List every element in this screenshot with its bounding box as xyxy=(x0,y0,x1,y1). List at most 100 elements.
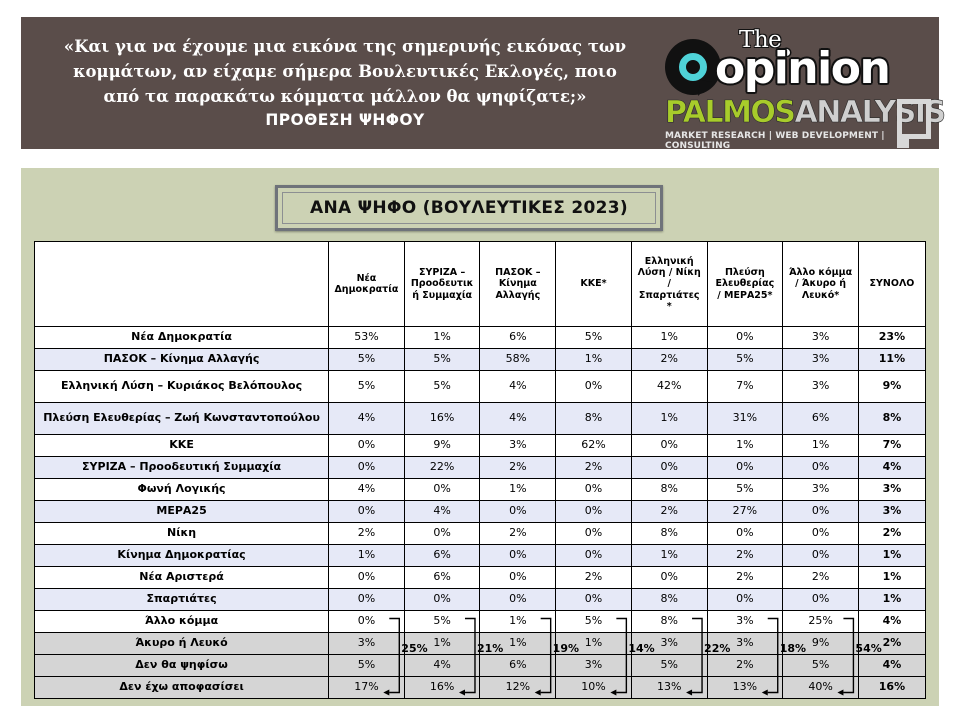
data-cell: 2% xyxy=(479,522,557,545)
data-cell: 27% xyxy=(706,500,784,523)
data-cell: 13% xyxy=(706,676,784,699)
data-cell: 2% xyxy=(782,566,859,589)
data-cell: 1% xyxy=(782,434,859,457)
data-cell: 8% xyxy=(630,610,708,633)
data-cell: 1% xyxy=(630,402,708,435)
data-cell: 8% xyxy=(630,588,708,611)
column-header-2: ΠΑΣΟΚ – Κίνημα Αλλαγής xyxy=(479,241,557,327)
table-head: Νέα Δημοκρατία ΣΥΡΙΖΑ – Προοδευτικ ή Συμμαχί… xyxy=(33,241,927,327)
question-line-2: κομμάτων, αν είχαμε σήμερα Βουλευτικές Ε… xyxy=(73,61,617,81)
data-cell: 1% xyxy=(403,632,481,655)
data-cell: 2% xyxy=(328,522,405,545)
data-cell: 5% xyxy=(555,610,632,633)
data-cell: 3% xyxy=(706,610,784,633)
data-cell: 0% xyxy=(328,610,405,633)
data-cell: 2% xyxy=(706,544,784,567)
data-cell: 0% xyxy=(630,566,708,589)
data-cell: 2% xyxy=(706,654,784,677)
table-row: Νέα Αριστερά 0% 6% 0% 2% 0% 2% 2% 1% xyxy=(33,566,927,589)
opinion-circle-icon xyxy=(665,39,721,95)
data-cell: 5% xyxy=(706,348,784,371)
column-header-line: ή Συμμαχία xyxy=(412,289,473,301)
column-header-line: / ΜΕΡΑ25* xyxy=(717,289,773,301)
column-header-7: ΣΥΝΟΛΟ xyxy=(857,241,927,327)
table-row: Άλλο κόμμα 0% 5% 1% 5% 8% 3% 25% 4% xyxy=(33,610,927,633)
data-cell: 0% xyxy=(555,478,632,501)
data-cell: 3% xyxy=(782,348,859,371)
question-line-1: «Και για να έχουμε μια εικόνα της σημερι… xyxy=(63,36,627,56)
data-cell: 0% xyxy=(328,456,405,479)
data-cell: 0% xyxy=(403,478,481,501)
row-label: Πλεύση Ελευθερίας – Ζωή Κωνσταντοπούλου xyxy=(33,402,330,435)
data-cell: 0% xyxy=(479,500,557,523)
data-cell: 6% xyxy=(782,402,859,435)
total-cell: 4% xyxy=(857,456,927,479)
column-header-line: ΣΥΡΙΖΑ – xyxy=(419,267,466,279)
palmos-text: PALMOS xyxy=(665,95,797,131)
column-header-line: Σπαρτιάτες xyxy=(638,289,700,301)
data-cell: 58% xyxy=(479,348,557,371)
data-cell: 62% xyxy=(555,434,632,457)
column-header-line: / Άκυρο ή xyxy=(795,278,847,290)
total-cell: 9% xyxy=(857,370,927,403)
data-cell: 5% xyxy=(630,654,708,677)
data-cell: 4% xyxy=(403,654,481,677)
row-label: Ελληνική Λύση – Κυριάκος Βελόπουλος xyxy=(33,370,330,403)
data-cell: 0% xyxy=(630,456,708,479)
the-opinion-logo: The opinion xyxy=(665,27,923,98)
data-cell: 4% xyxy=(479,402,557,435)
data-cell: 17% xyxy=(328,676,405,699)
total-cell: 3% xyxy=(857,500,927,523)
data-cell: 1% xyxy=(479,632,557,655)
table-row: Πλεύση Ελευθερίας – Ζωή Κωνσταντοπούλου 4… xyxy=(33,402,927,435)
table-row: ΣΥΡΙΖΑ – Προοδευτική Συμμαχία 0% 22% 2% 2% 0%… xyxy=(33,456,927,479)
row-label: Νέα Δημοκρατία xyxy=(33,326,330,349)
row-label: Άκυρο ή Λευκό xyxy=(33,632,330,655)
data-cell: 7% xyxy=(706,370,784,403)
data-cell: 0% xyxy=(328,566,405,589)
total-cell: 16% xyxy=(857,676,927,699)
total-cell: 2% xyxy=(857,522,927,545)
total-cell: 11% xyxy=(857,348,927,371)
data-cell: 6% xyxy=(403,566,481,589)
data-cell: 4% xyxy=(328,402,405,435)
row-label: ΜΕΡΑ25 xyxy=(33,500,330,523)
column-header-line: Νέα xyxy=(356,272,377,284)
survey-question: «Και για να έχουμε μια εικόνα της σημερι… xyxy=(21,34,655,133)
data-cell: 1% xyxy=(630,544,708,567)
palmos-wordmark: PALMOS ANALYSIS xyxy=(665,95,947,131)
table-row: Άκυρο ή Λευκό 3% 1% 1% 1% 3% 3% 9% 2% xyxy=(33,632,927,655)
data-cell: 3% xyxy=(782,478,859,501)
palmos-square-icon xyxy=(897,99,931,148)
question-subtitle: ΠΡΟΘΕΣΗ ΨΗΦΟΥ xyxy=(265,110,425,129)
data-cell: 13% xyxy=(630,676,708,699)
data-cell: 8% xyxy=(630,522,708,545)
crosstab-table: Νέα Δημοκρατία ΣΥΡΙΖΑ – Προοδευτικ ή Συμμαχί… xyxy=(33,241,927,699)
table-row: Νέα Δημοκρατία 53% 1% 6% 5% 1% 0% 3% 23% xyxy=(33,326,927,349)
opinion-dot-icon xyxy=(783,49,790,56)
column-header-line: ΣΥΝΟΛΟ xyxy=(869,278,915,290)
data-cell: 0% xyxy=(782,588,859,611)
data-cell: 0% xyxy=(555,370,632,403)
data-cell: 0% xyxy=(782,522,859,545)
total-cell: 1% xyxy=(857,566,927,589)
table-row: Νίκη 2% 0% 2% 0% 8% 0% 0% 2% xyxy=(33,522,927,545)
data-cell: 40% xyxy=(782,676,859,699)
total-cell: 1% xyxy=(857,588,927,611)
data-cell: 31% xyxy=(706,402,784,435)
data-cell: 3% xyxy=(782,370,859,403)
column-header-line: Πλεύση xyxy=(724,267,765,279)
data-cell: 3% xyxy=(630,632,708,655)
table-header-row: Νέα Δημοκρατία ΣΥΡΙΖΑ – Προοδευτικ ή Συμμαχί… xyxy=(33,241,927,327)
table-row: ΚΚΕ 0% 9% 3% 62% 0% 1% 1% 7% xyxy=(33,434,927,457)
data-cell: 0% xyxy=(706,456,784,479)
row-label: Δεν θα ψηφίσω xyxy=(33,654,330,677)
data-cell: 0% xyxy=(328,434,405,457)
row-label: Φωνή Λογικής xyxy=(33,478,330,501)
table-body: Νέα Δημοκρατία 53% 1% 6% 5% 1% 0% 3% 23% ΠΑΣΟΚ – … xyxy=(33,326,927,699)
table-row: Κίνημα Δημοκρατίας 1% 6% 0% 0% 1% 2% 0% 1% xyxy=(33,544,927,567)
data-cell: 53% xyxy=(328,326,405,349)
data-cell: 1% xyxy=(555,348,632,371)
data-cell: 1% xyxy=(403,326,481,349)
data-cell: 25% xyxy=(782,610,859,633)
